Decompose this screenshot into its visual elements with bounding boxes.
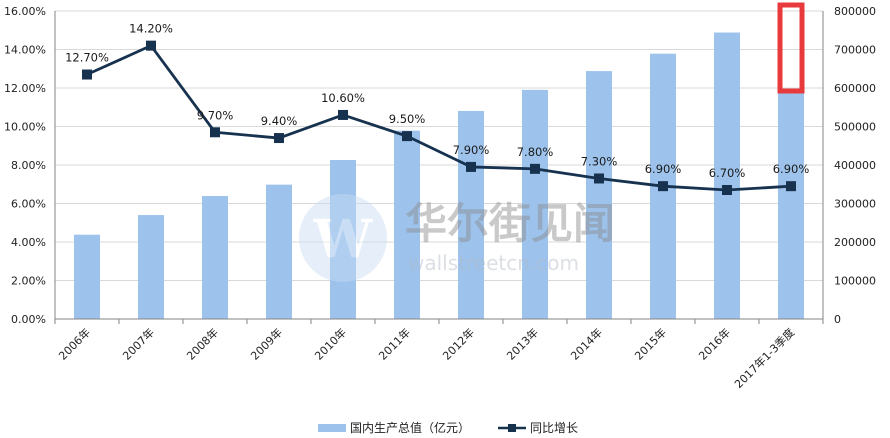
legend-line-label: 同比增长 <box>530 421 578 435</box>
left-axis-tick-label: 4.00% <box>11 236 46 249</box>
legend-line-marker <box>508 424 516 432</box>
data-label: 7.30% <box>581 154 618 168</box>
line-series <box>82 40 796 196</box>
x-axis-tick-label: 2009年 <box>248 325 285 362</box>
bar <box>266 184 292 319</box>
right-axis-tick-label: 300000 <box>834 198 876 211</box>
x-axis-tick-label: 2012年 <box>440 325 477 362</box>
line-point <box>466 161 476 172</box>
bar <box>778 90 804 319</box>
bar <box>586 71 612 319</box>
line-point <box>82 69 92 80</box>
legend-bar-swatch <box>318 424 346 432</box>
bar <box>202 195 228 319</box>
data-label: 6.70% <box>709 166 746 180</box>
growth-line <box>86 44 792 192</box>
bar <box>714 32 740 320</box>
x-axis-tick-label: 2008年 <box>184 325 221 362</box>
legend: 国内生产总值（亿元） 同比增长 <box>318 420 578 435</box>
x-axis-tick-label: 2016年 <box>696 325 733 362</box>
highlight-box <box>777 2 805 94</box>
line-point <box>530 163 540 174</box>
line-point <box>402 131 412 142</box>
data-label: 9.50% <box>389 112 426 126</box>
left-axis-tick-label: 12.00% <box>4 82 46 95</box>
line-point <box>338 109 348 120</box>
data-label: 9.70% <box>197 108 234 122</box>
bar <box>74 234 100 319</box>
watermark: W 华尔街见闻 wallstreetcn.com <box>299 194 615 282</box>
x-axis-tick-label: 2007年 <box>120 325 157 362</box>
bar <box>394 130 420 319</box>
right-axis-tick-label: 700000 <box>834 44 876 57</box>
right-axis-tick-label: 500000 <box>834 121 876 134</box>
line-point <box>722 185 732 196</box>
x-axis-tick-label: 2015年 <box>632 325 669 362</box>
x-axis-tick-label: 2014年 <box>568 325 605 362</box>
left-axis-tick-label: 14.00% <box>4 44 46 57</box>
right-axis-tick-label: 800000 <box>834 5 876 18</box>
x-axis-tick-label: 2017年1-3季度 <box>731 325 797 391</box>
left-axis-tick-label: 8.00% <box>11 159 46 172</box>
x-axis-tick-label: 2006年 <box>56 325 93 362</box>
right-axis-tick-label: 200000 <box>834 236 876 249</box>
left-axis-tick-label: 2.00% <box>11 275 46 288</box>
bar <box>138 215 164 319</box>
line-point <box>786 181 796 192</box>
watermark-logo-letter: W <box>313 209 374 270</box>
data-label: 10.60% <box>321 91 365 105</box>
highlight-group <box>777 2 805 94</box>
watermark-text-cn: 华尔街见闻 <box>405 199 615 248</box>
data-label: 9.40% <box>261 114 298 128</box>
data-label: 14.20% <box>129 22 173 36</box>
line-point <box>594 173 604 184</box>
bar <box>458 110 484 319</box>
left-axis-tick-label: 10.00% <box>4 121 46 134</box>
line-point <box>210 127 220 138</box>
line-point <box>658 181 668 192</box>
data-label: 7.80% <box>517 145 554 159</box>
x-axis-tick-label: 2010年 <box>312 325 349 362</box>
right-axis-tick-label: 0 <box>834 313 841 326</box>
right-axis-tick-label: 600000 <box>834 82 876 95</box>
data-label: 6.90% <box>773 162 810 176</box>
bar-series <box>74 32 804 320</box>
left-axis-tick-label: 6.00% <box>11 198 46 211</box>
data-label: 6.90% <box>645 162 682 176</box>
watermark-text-en: wallstreetcn.com <box>408 251 579 275</box>
x-axis-tick-label: 2011年 <box>376 325 413 362</box>
data-label: 12.70% <box>65 51 109 65</box>
right-axis-tick-label: 100000 <box>834 275 876 288</box>
left-axis-tick-label: 16.00% <box>4 5 46 18</box>
watermark-logo <box>299 194 387 282</box>
data-labels: 12.70% 14.20% 9.70% 9.40% 10.60% 9.50% 7.90% 7.… <box>65 22 809 180</box>
bar <box>522 89 548 320</box>
line-point <box>146 40 156 51</box>
legend-bar-label: 国内生产总值（亿元） <box>350 420 470 435</box>
right-axis-tick-label: 400000 <box>834 159 876 172</box>
axes: 0.00% 2.00% 4.00% 6.00% 8.00% 10.00% 12.00% 14.… <box>4 5 876 391</box>
bar <box>330 159 356 319</box>
line-point <box>274 133 284 144</box>
x-axis-tick-label: 2013年 <box>504 325 541 362</box>
left-axis-tick-label: 0.00% <box>11 313 46 326</box>
data-label: 7.90% <box>453 143 490 157</box>
